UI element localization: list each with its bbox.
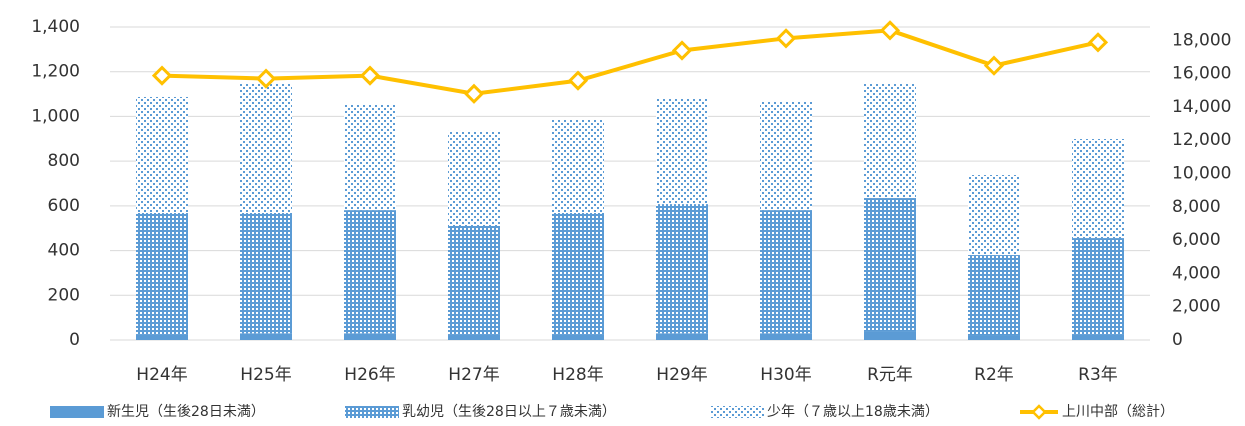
bar-segment [1072, 139, 1124, 239]
bar-segment [448, 130, 500, 226]
y-tick-label: 0 [69, 330, 80, 350]
x-tick-label: H28年 [552, 365, 603, 385]
bar-segment [864, 331, 916, 340]
marker [671, 40, 693, 61]
bar-segment [760, 101, 812, 211]
y-tick-label: 200 [48, 285, 80, 305]
legend-label: 乳幼児（生後28日以上７歳未満） [402, 404, 616, 420]
bar-segment [968, 175, 1020, 256]
bar-segment [136, 213, 188, 335]
bar-segment [760, 333, 812, 340]
x-tick-label: H26年 [344, 365, 395, 385]
marker [567, 70, 589, 91]
x-tick-label: R元年 [867, 365, 913, 385]
legend-swatch [50, 406, 104, 418]
legend-label: 上川中部（総計） [1062, 404, 1174, 420]
marker [775, 28, 797, 49]
marker [151, 65, 173, 86]
x-tick-label: R3年 [1078, 365, 1118, 385]
bar-segment [1072, 238, 1124, 335]
marker [463, 83, 485, 104]
bar-segment [344, 333, 396, 340]
bar-segment [968, 255, 1020, 336]
legend-label: 新生児（生後28日未満） [107, 404, 265, 420]
y2-tick-label: 4,000 [1172, 263, 1221, 283]
legend-swatch [345, 406, 399, 418]
y-tick-label: 400 [48, 241, 80, 261]
bar-segment [864, 84, 916, 199]
bar-segment [240, 333, 292, 340]
bar-segment [552, 119, 604, 214]
x-tick-label: H25年 [240, 365, 291, 385]
bar-segment [864, 198, 916, 332]
y2-tick-label: 8,000 [1172, 197, 1221, 217]
y-tick-label: 800 [48, 151, 80, 171]
bar-segment [656, 333, 708, 340]
line [161, 28, 1099, 96]
bar-segment [240, 84, 292, 214]
y2-tick-label: 18,000 [1172, 30, 1231, 50]
y2-tick-label: 10,000 [1172, 164, 1231, 184]
y2-tick-label: 6,000 [1172, 230, 1221, 250]
legend-swatch [710, 406, 764, 418]
y2-tick-label: 0 [1172, 330, 1183, 350]
bar-segment [968, 335, 1020, 340]
y2-tick-label: 14,000 [1172, 97, 1231, 117]
x-tick-label: H30年 [760, 365, 811, 385]
bar-segment [552, 213, 604, 335]
bar-segment [552, 334, 604, 340]
bar-segment [136, 96, 188, 214]
marker [983, 55, 1005, 76]
marker [1087, 32, 1109, 53]
marker [255, 68, 277, 89]
legend-label: 少年（７歳以上18歳未満） [767, 404, 939, 420]
bar-segment [240, 213, 292, 334]
bar-segment [656, 98, 708, 205]
marker [359, 65, 381, 86]
y-tick-label: 1,200 [31, 62, 80, 82]
y2-tick-label: 2,000 [1172, 297, 1221, 317]
bar-segment [344, 210, 396, 334]
bar-segment [448, 225, 500, 335]
bar-segment [760, 210, 812, 334]
marker [879, 20, 901, 41]
x-tick-label: H27年 [448, 365, 499, 385]
y-tick-label: 600 [48, 196, 80, 216]
x-tick-label: H29年 [656, 365, 707, 385]
legend-swatch [1031, 404, 1047, 420]
y2-tick-label: 12,000 [1172, 130, 1231, 150]
x-tick-label: H24年 [136, 365, 187, 385]
bar-segment [1072, 334, 1124, 340]
bar-segment [656, 204, 708, 334]
bar-segment [448, 334, 500, 340]
bar-segment [136, 334, 188, 340]
bar-segment [344, 104, 396, 211]
y-tick-label: 1,400 [31, 17, 80, 37]
y-tick-label: 1,000 [31, 106, 80, 126]
y2-tick-label: 16,000 [1172, 64, 1231, 84]
x-tick-label: R2年 [974, 365, 1014, 385]
